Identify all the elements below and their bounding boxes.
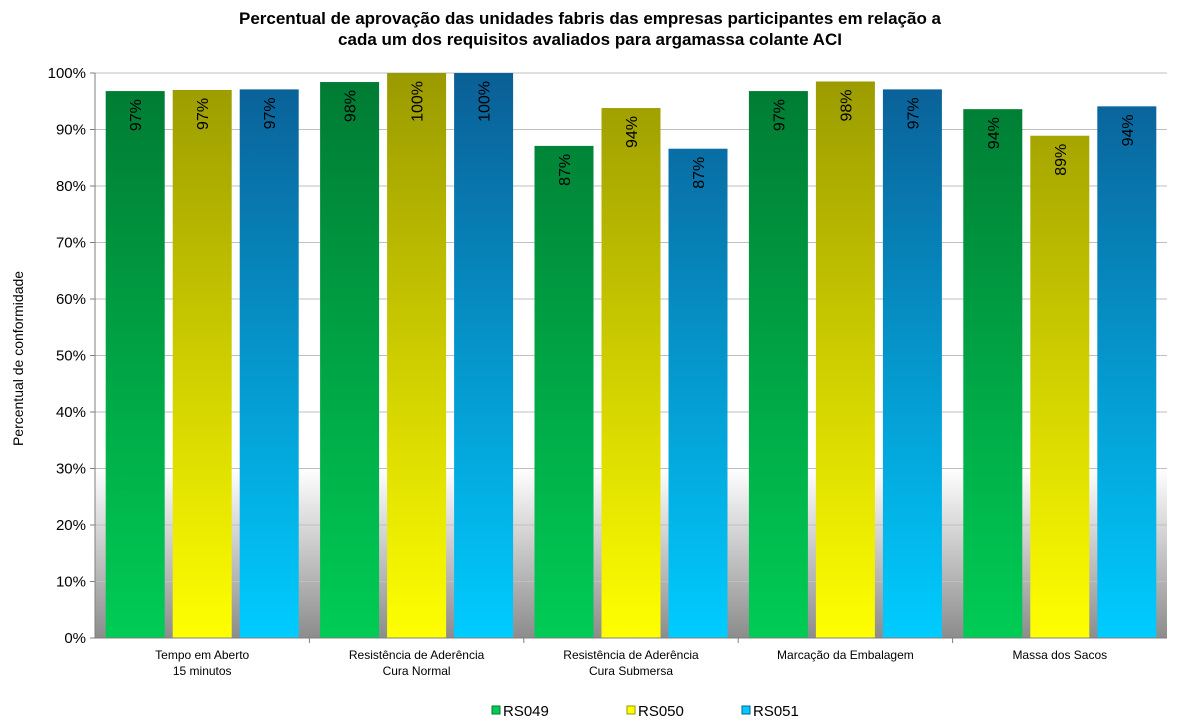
- data-label: 97%: [128, 99, 145, 131]
- data-label: 97%: [262, 97, 279, 129]
- bar-rs049-cat2: [534, 145, 594, 638]
- x-tick-label: Tempo em Aberto: [155, 648, 249, 662]
- bar-rs050-cat4: [1030, 135, 1090, 638]
- chart-title-line: Percentual de aprovação das unidades fab…: [239, 9, 942, 28]
- y-tick-label: 100%: [48, 65, 86, 82]
- legend: RS049 RS050 RS051: [491, 703, 799, 720]
- y-tick-label: 20%: [56, 517, 86, 534]
- y-axis-label: Percentual de conformidade: [10, 271, 26, 446]
- data-label: 94%: [624, 116, 641, 148]
- bars: 97% 97% 97% 98% 100% 100% 87% 94% 87% 97% 98% 97% 94…: [105, 73, 1157, 639]
- x-tick-label: Resistência de Aderência: [563, 648, 699, 662]
- data-label: 89%: [1053, 144, 1070, 176]
- x-tick-label: Massa dos Sacos: [1012, 648, 1107, 662]
- data-label: 97%: [195, 98, 212, 130]
- bar-rs051-cat2: [668, 148, 728, 638]
- legend-swatch-rs049: [491, 705, 501, 715]
- y-tick-label: 30%: [56, 461, 86, 478]
- y-tick-label: 60%: [56, 291, 86, 308]
- data-label: 94%: [1120, 114, 1137, 146]
- y-tick-label: 0%: [64, 630, 86, 647]
- bar-rs049-cat4: [963, 109, 1023, 638]
- data-label: 97%: [771, 99, 788, 131]
- bar-rs051-cat1: [454, 73, 514, 638]
- x-tick-label: Cura Submersa: [589, 664, 673, 678]
- y-tick-label: 40%: [56, 404, 86, 421]
- x-tick-label: Marcação da Embalagem: [777, 648, 914, 662]
- data-label: 97%: [905, 97, 922, 129]
- legend-swatch-rs051: [741, 705, 751, 715]
- data-label: 100%: [477, 81, 494, 122]
- x-tick-label: Cura Normal: [383, 664, 451, 678]
- y-tick-label: 70%: [56, 235, 86, 252]
- legend-swatch-rs050: [626, 705, 636, 715]
- bar-rs051-cat0: [239, 89, 299, 638]
- bar-rs051-cat3: [882, 89, 942, 638]
- data-label: 87%: [557, 154, 574, 186]
- axes: 0% 10% 20% 30% 40% 50% 60% 70% 80% 90% 100% Percent…: [10, 65, 1167, 678]
- y-tick-label: 50%: [56, 348, 86, 365]
- data-label: 100%: [410, 81, 427, 122]
- y-tick-label: 90%: [56, 122, 86, 139]
- legend-label-rs049: RS049: [503, 703, 549, 720]
- y-tick-label: 10%: [56, 574, 86, 591]
- chart-title: Percentual de aprovação das unidades fab…: [239, 9, 942, 49]
- bar-rs050-cat0: [172, 89, 232, 638]
- data-label: 87%: [691, 157, 708, 189]
- bar-rs049-cat1: [320, 82, 380, 639]
- bar-rs049-cat0: [105, 91, 165, 638]
- data-label: 94%: [986, 117, 1003, 149]
- data-label: 98%: [838, 89, 855, 121]
- bar-rs050-cat3: [815, 81, 875, 639]
- x-tick-label: 15 minutos: [173, 664, 232, 678]
- legend-label-rs050: RS050: [638, 703, 684, 720]
- legend-label-rs051: RS051: [753, 703, 799, 720]
- bar-rs050-cat2: [601, 108, 661, 638]
- bar-rs050-cat1: [387, 73, 447, 638]
- data-label: 98%: [343, 90, 360, 122]
- y-tick-label: 80%: [56, 178, 86, 195]
- x-tick-label: Resistência de Aderência: [349, 648, 485, 662]
- bar-rs049-cat3: [748, 91, 808, 638]
- chart-title-line: cada um dos requisitos avaliados para ar…: [338, 30, 842, 49]
- bar-rs051-cat4: [1097, 106, 1157, 638]
